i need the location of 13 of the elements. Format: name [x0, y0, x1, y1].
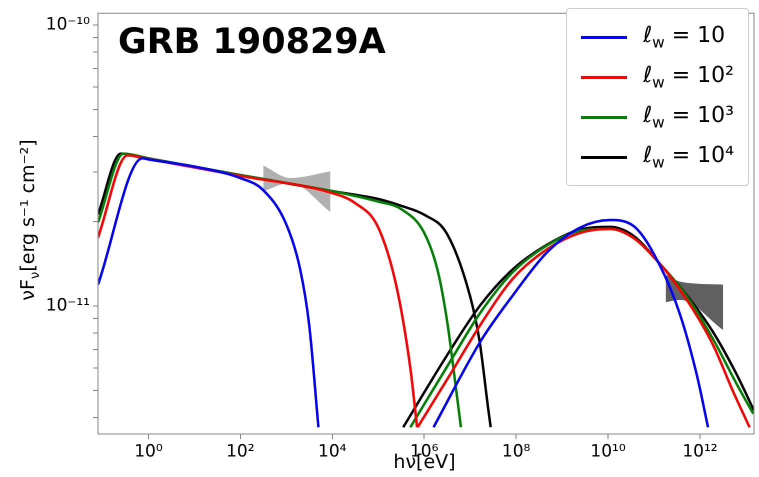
x-tick-label: 10⁰ [134, 442, 163, 462]
x-tick-label: 10² [226, 442, 255, 462]
x-tick-label: 10¹⁰ [590, 442, 626, 462]
x-tick-label: 10¹² [682, 442, 718, 462]
y-tick-label: 10⁻¹⁰ [46, 14, 90, 34]
x-tick-label: 10⁴ [318, 442, 347, 462]
chart-title: GRB 190829A [118, 22, 386, 62]
legend-label: ℓ$_{w}$ = 10⁴ [643, 142, 734, 172]
y-tick-label: 10⁻¹¹ [46, 295, 90, 316]
x-tick-label: 10⁸ [502, 442, 531, 462]
legend-label: ℓ$_{w}$ = 10 [643, 22, 726, 52]
legend-label: ℓ$_{w}$ = 10³ [643, 102, 734, 132]
legend-label: ℓ$_{w}$ = 10² [643, 62, 734, 92]
